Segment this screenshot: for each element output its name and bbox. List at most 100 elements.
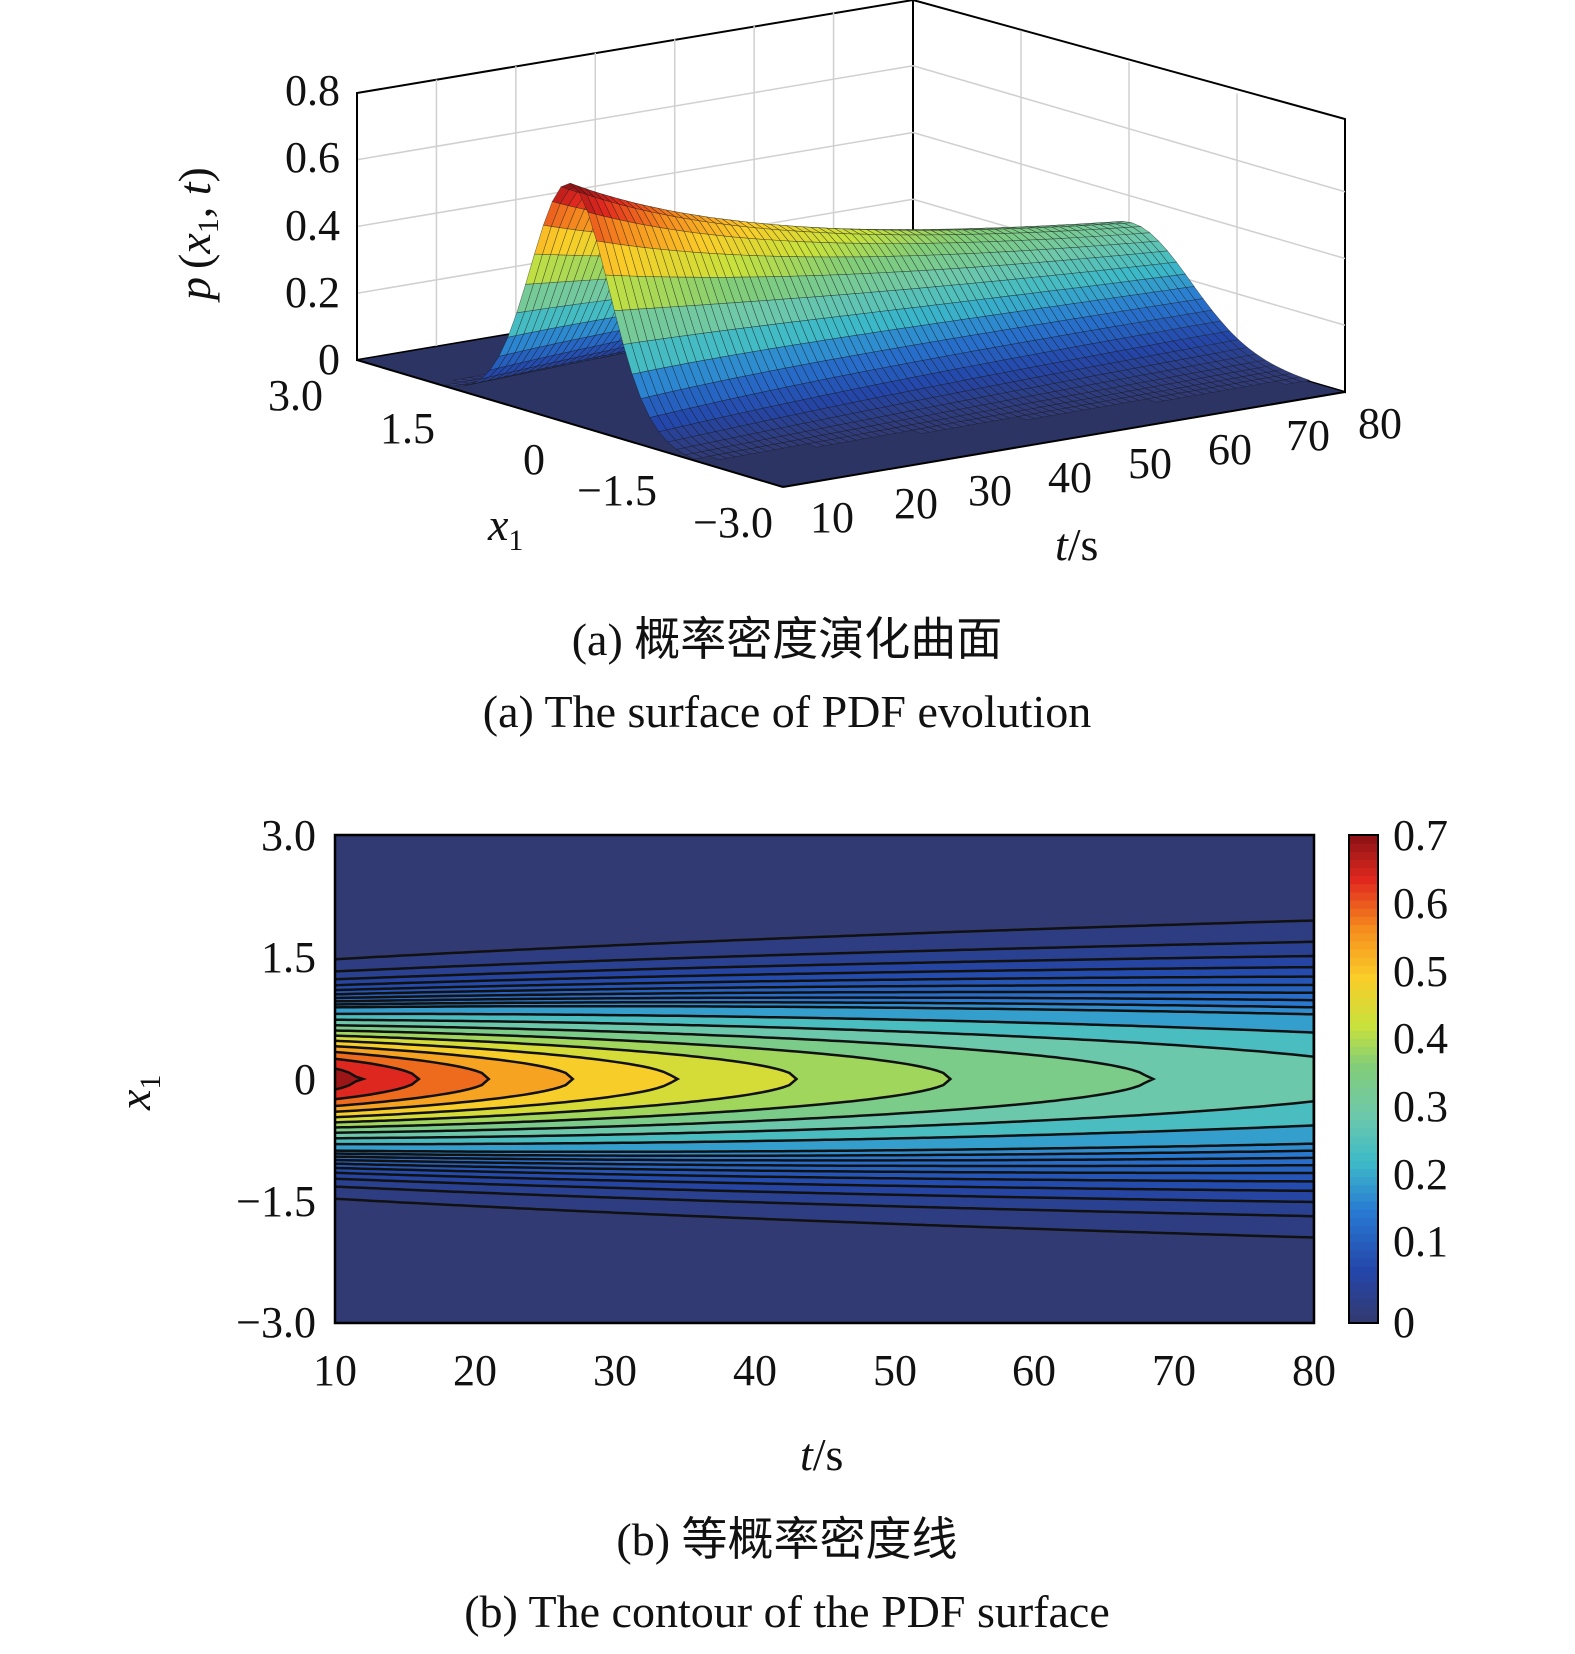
front-edge-t <box>782 391 1346 488</box>
contour-line <box>335 1004 1314 1154</box>
colorbar-cell <box>1349 835 1378 844</box>
colorbar-cell <box>1349 1087 1378 1096</box>
x1-label-x: x <box>487 499 509 550</box>
colorbar-cell <box>1349 1030 1378 1039</box>
z-label-comma: , <box>169 195 220 218</box>
colorbar-cell <box>1349 957 1378 966</box>
t-tick: 50 <box>1128 439 1172 488</box>
contour-line <box>335 1039 681 1119</box>
t-tick: 30 <box>968 466 1012 515</box>
x1-axis-label: x1 <box>487 499 523 557</box>
colorbar-cell <box>1349 989 1378 999</box>
caption-a-cn: (a) 概率密度演化曲面 <box>572 614 1003 665</box>
colorbar-cell <box>1349 1192 1378 1202</box>
contour-line <box>335 919 1314 1239</box>
t-tick: 20 <box>894 479 938 528</box>
t-tick: 70 <box>1286 411 1330 460</box>
x-ticks: 10 20 30 40 50 60 70 80 <box>313 1346 1336 1395</box>
colorbar-cell <box>1349 932 1378 942</box>
contour-line <box>335 1057 421 1101</box>
colorbar-cell <box>1349 1022 1378 1031</box>
colorbar-cell <box>1349 1005 1378 1015</box>
x1-tick: 3.0 <box>268 371 323 420</box>
x1-tick: −1.5 <box>577 466 657 515</box>
colorbar-cell <box>1349 859 1378 869</box>
contour-line <box>335 940 1314 1218</box>
colorbar-cell <box>1349 1282 1378 1291</box>
y-label-x: x <box>109 1089 160 1111</box>
x-tick: 20 <box>453 1346 497 1395</box>
colorbar-cell <box>1349 1013 1378 1023</box>
colorbar-cell <box>1349 1038 1378 1047</box>
z-tick: 0 <box>318 335 340 384</box>
colorbar-cell <box>1349 981 1378 991</box>
z-tick: 0.6 <box>285 133 340 182</box>
y-tick: 3.0 <box>261 811 316 860</box>
colorbar-frame <box>1348 834 1379 1324</box>
z-tick: 0.2 <box>285 268 340 317</box>
contour-plot-frame <box>333 833 1316 1325</box>
z-label-p: p <box>169 277 220 303</box>
contour-line <box>335 1012 1314 1146</box>
t-tick: 80 <box>1358 399 1402 448</box>
colorbar-cell <box>1349 1233 1378 1243</box>
colorbar-cell <box>1349 891 1378 901</box>
colorbar-cell <box>1349 1257 1378 1267</box>
panel-a-surface: 0.8 0.6 0.4 0.2 0 p(x1, t) 3.0 1.5 0 −1.… <box>169 0 1402 737</box>
colorbar-cell <box>1349 1152 1378 1161</box>
colorbar-cell <box>1349 924 1378 934</box>
t-label-unit: /s <box>1068 519 1099 570</box>
colorbar-cell <box>1349 1298 1378 1308</box>
colorbar-cell <box>1349 916 1378 925</box>
panel-b-contour: 3.0 1.5 0 −1.5 −3.0 x1 10 20 30 40 50 60… <box>109 811 1448 1637</box>
t-label-t: t <box>1055 519 1069 570</box>
z-tick: 0.8 <box>285 66 340 115</box>
colorbar-cell <box>1349 851 1378 860</box>
x-tick: 60 <box>1012 1346 1056 1395</box>
colorbar-tick: 0.7 <box>1393 811 1448 860</box>
colorbar-cell <box>1349 1266 1378 1275</box>
colorbar-cell <box>1349 1054 1378 1064</box>
x-tick: 30 <box>593 1346 637 1395</box>
colorbar-cell <box>1349 875 1378 885</box>
caption-b-cn: (b) 等概率密度线 <box>616 1514 957 1565</box>
colorbar-cell <box>1349 1144 1378 1153</box>
colorbar-cell <box>1349 1046 1378 1056</box>
t-tick: 60 <box>1208 425 1252 474</box>
x1-label-sub: 1 <box>508 524 523 557</box>
colorbar-cell <box>1349 1306 1378 1316</box>
colorbar-tick: 0.2 <box>1393 1150 1448 1199</box>
t-tick: 10 <box>810 493 854 542</box>
t-axis-label: t/s <box>1055 519 1098 570</box>
z-label-open: ( <box>169 254 220 269</box>
colorbar-cell <box>1349 940 1378 950</box>
contour-line <box>335 1018 1314 1140</box>
x-label-t: t <box>800 1429 814 1480</box>
x1-tick: −3.0 <box>693 498 773 547</box>
colorbar-cell <box>1349 1111 1378 1121</box>
contour-line <box>335 1034 799 1124</box>
colorbar-cell <box>1349 883 1378 893</box>
colorbar-cell <box>1349 997 1378 1007</box>
y-tick: 0 <box>294 1055 316 1104</box>
colorbar-cell <box>1349 1314 1378 1324</box>
wall-grid-line <box>356 131 914 228</box>
colorbar-cell <box>1349 1079 1378 1088</box>
y-tick: −1.5 <box>236 1177 316 1226</box>
wall-grid-line <box>356 65 914 161</box>
colorbar-cell <box>1349 1290 1378 1300</box>
z-label-x: x <box>169 233 220 255</box>
colorbar-cell <box>1349 1103 1378 1113</box>
colorbar-cell <box>1349 1217 1378 1226</box>
y-axis-label: x1 <box>109 1075 167 1111</box>
x-tick: 70 <box>1152 1346 1196 1395</box>
colorbar-cell <box>1349 1127 1378 1137</box>
colorbar-cell <box>1349 1168 1378 1178</box>
colorbar-cell <box>1349 1135 1378 1145</box>
y-tick: −3.0 <box>236 1298 316 1347</box>
colorbar-cell <box>1349 1249 1378 1259</box>
z-label-close: ) <box>169 167 220 182</box>
caption-a-en: (a) The surface of PDF evolution <box>483 686 1092 737</box>
colorbar-cell <box>1349 900 1378 909</box>
y-tick: 1.5 <box>261 933 316 982</box>
